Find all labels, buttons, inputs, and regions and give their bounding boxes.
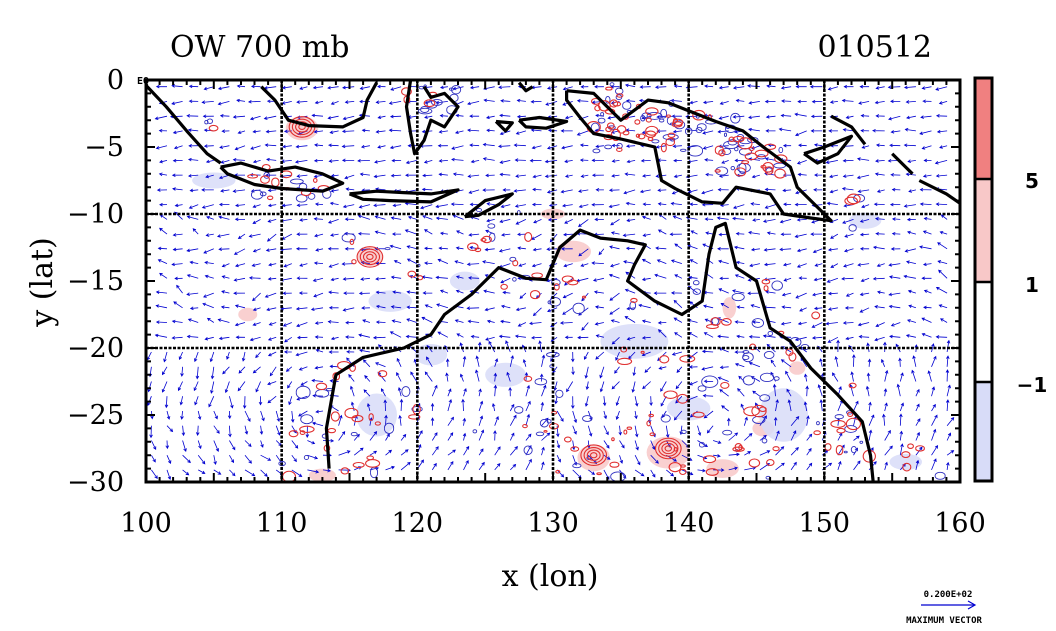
- new-guinea-coast: [565, 89, 833, 223]
- field-patch: [414, 343, 448, 366]
- colorbar: [973, 76, 994, 483]
- y-tick-label: −5: [84, 132, 124, 163]
- new-britain-coast: [803, 134, 854, 165]
- x-axis-label: x (lon): [502, 559, 599, 594]
- coastlines: [144, 79, 961, 483]
- buru-coast: [494, 119, 514, 133]
- grid-lines: [146, 80, 960, 482]
- vector-legend: 0.200E+02 MAXIMUM VECTOR: [906, 590, 982, 626]
- wind-vectors: [147, 83, 955, 480]
- colorbar-band: [975, 382, 992, 481]
- seram-coast: [517, 115, 569, 130]
- x-tick-label: 100: [120, 508, 172, 539]
- sulawesi-coast: [404, 79, 460, 156]
- java-coast: [219, 161, 345, 193]
- field-patch: [706, 459, 739, 478]
- field-patch: [889, 453, 923, 470]
- x-tick-label: 140: [663, 508, 715, 539]
- bougainville-coast: [891, 152, 914, 175]
- vector-legend-value: 0.200E+02: [924, 590, 973, 600]
- colorbar-frame: [973, 76, 994, 483]
- vector-field: [147, 83, 955, 480]
- plot-area: [144, 78, 962, 484]
- borneo-coast: [260, 81, 379, 129]
- y-tick-label: 0: [107, 65, 124, 96]
- field-shading: [192, 116, 923, 482]
- colorbar-band: [975, 179, 992, 282]
- colorbar-label: −1: [1017, 373, 1048, 397]
- x-tick-label: 120: [392, 508, 444, 539]
- field-patch: [449, 271, 480, 291]
- y-tick-label: −20: [67, 333, 124, 364]
- field-patch: [356, 393, 397, 437]
- field-patch: [789, 361, 806, 375]
- equator-tag: EQ: [137, 76, 149, 87]
- field-patch: [368, 290, 412, 312]
- sumatra-coast: [144, 84, 222, 165]
- australia-coast: [324, 221, 875, 483]
- y-axis-label: y (lat): [25, 237, 60, 327]
- chart-date: 010512: [817, 30, 932, 65]
- field-patch: [722, 297, 737, 319]
- field-patch: [485, 362, 526, 387]
- x-tick-label: 150: [799, 508, 851, 539]
- tick-marks: [145, 79, 961, 483]
- lesser-sunda-coast: [348, 188, 460, 204]
- x-tick-label: 130: [527, 508, 579, 539]
- colorbar-label: 5: [1025, 169, 1039, 193]
- vector-legend-caption: MAXIMUM VECTOR: [906, 616, 982, 626]
- halmahera-coast: [517, 81, 534, 93]
- colorbar-band: [975, 282, 992, 382]
- x-tick-label: 110: [256, 508, 308, 539]
- chart-title: OW 700 mb: [170, 30, 349, 65]
- colorbar-band: [975, 78, 992, 179]
- y-tick-label: −25: [67, 400, 124, 431]
- field-patch: [759, 388, 809, 442]
- field-patch: [238, 307, 258, 322]
- x-tick-label: 160: [934, 508, 986, 539]
- y-tick-labels: 0 −5 −10 −15 −20 −25 −30: [67, 65, 124, 498]
- timor-coast: [463, 192, 514, 219]
- colorbar-labels: 5 1 −1: [1017, 169, 1048, 397]
- x-tick-labels: 100 110 120 130 140 150 160: [120, 508, 986, 539]
- y-tick-label: −10: [67, 199, 124, 230]
- colorbar-label: 1: [1025, 273, 1039, 297]
- field-patch: [600, 323, 669, 359]
- vector-legend-arrowhead: [967, 600, 977, 610]
- y-tick-label: −30: [67, 467, 124, 498]
- new-ireland-coast: [830, 114, 867, 146]
- y-tick-label: −15: [67, 266, 124, 297]
- field-patch: [555, 240, 591, 263]
- axis-ticks: [145, 79, 961, 483]
